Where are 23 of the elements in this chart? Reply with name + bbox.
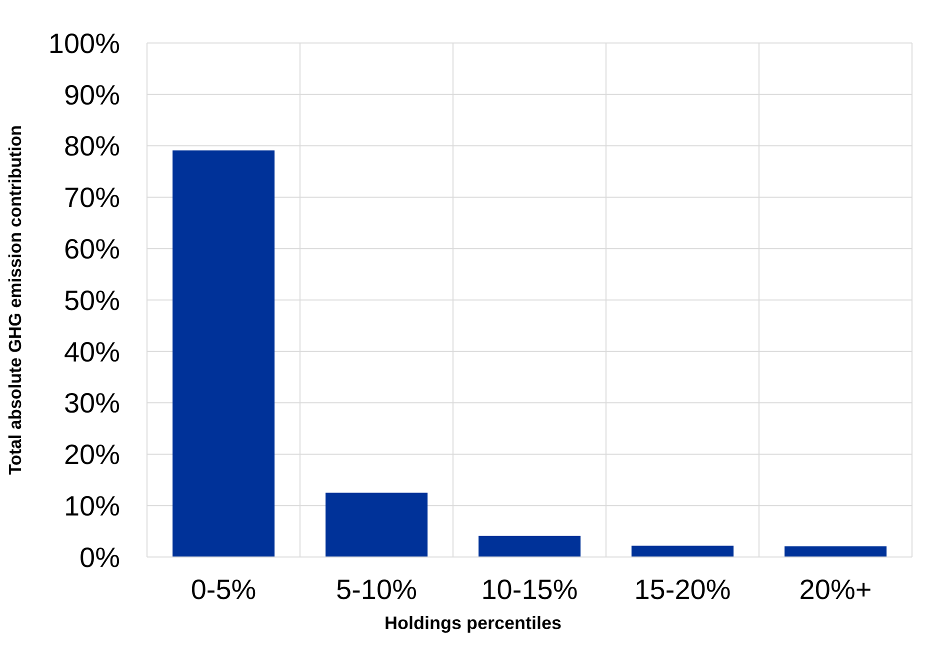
x-tick-label: 15-20% (634, 574, 731, 605)
bar (478, 536, 581, 557)
y-tick-label: 100% (48, 28, 120, 59)
y-tick-label: 10% (64, 490, 120, 522)
y-tick-label: 20% (64, 439, 120, 470)
x-axis-title: Holdings percentiles (384, 613, 562, 633)
bar (784, 546, 887, 557)
x-tick-label: 5-10% (336, 574, 417, 605)
bar (172, 150, 275, 557)
y-tick-label: 40% (64, 336, 120, 368)
y-tick-label: 90% (64, 79, 120, 110)
y-tick-label: 30% (64, 388, 120, 419)
y-axis-title: Total absolute GHG emission contribution (5, 125, 25, 475)
y-tick-label: 0% (80, 542, 120, 573)
x-tick-label: 20%+ (799, 574, 872, 605)
x-tick-label: 10-15% (481, 574, 578, 605)
x-tick-label: 0-5% (190, 574, 256, 605)
y-tick-label: 50% (64, 284, 120, 316)
y-tick-label: 80% (64, 130, 120, 162)
y-tick-label: 60% (64, 234, 120, 265)
y-tick-label: 70% (64, 182, 120, 214)
bar (326, 492, 428, 557)
bar (632, 546, 734, 557)
